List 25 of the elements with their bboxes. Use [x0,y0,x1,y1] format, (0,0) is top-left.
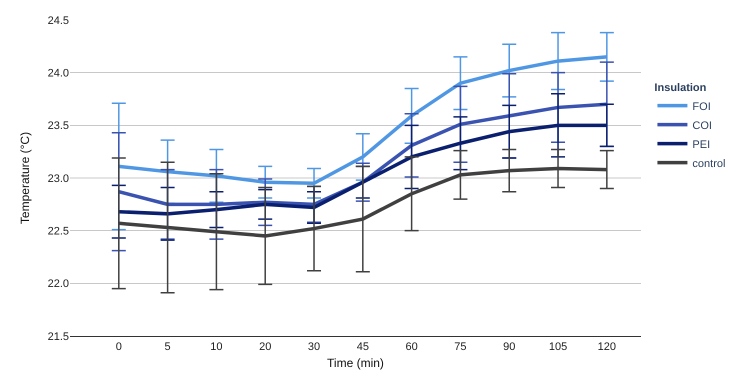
x-tick-label: 20 [259,341,272,354]
legend-label: COI [692,120,712,132]
x-tick-label: 30 [308,341,320,354]
legend-title: Insulation [654,82,707,94]
y-axis-title: Temperature (°C) [18,132,32,224]
x-tick-label: 0 [116,341,122,354]
x-tick-label: 45 [356,341,369,354]
y-tick-label: 22.0 [48,278,69,290]
y-tick-label: 23.5 [48,120,69,132]
x-axis-title: Time (min) [327,356,384,370]
x-tick-label: 90 [503,341,516,354]
x-tick-label: 105 [548,341,568,354]
x-tick-label: 120 [598,341,616,354]
legend-label: control [692,158,726,170]
y-tick-label: 22.5 [48,226,69,238]
x-tick-label: 60 [405,341,418,354]
y-tick-label: 24.5 [48,14,69,27]
y-tick-label: 23.0 [48,172,69,185]
x-tick-label: 10 [210,341,223,354]
y-tick-label: 24.0 [48,68,69,80]
x-tick-label: 5 [164,341,171,354]
legend-label: FOI [692,100,711,113]
y-tick-label: 21.5 [48,330,69,343]
legend-label: PEI [692,138,710,151]
x-tick-label: 75 [454,341,467,354]
